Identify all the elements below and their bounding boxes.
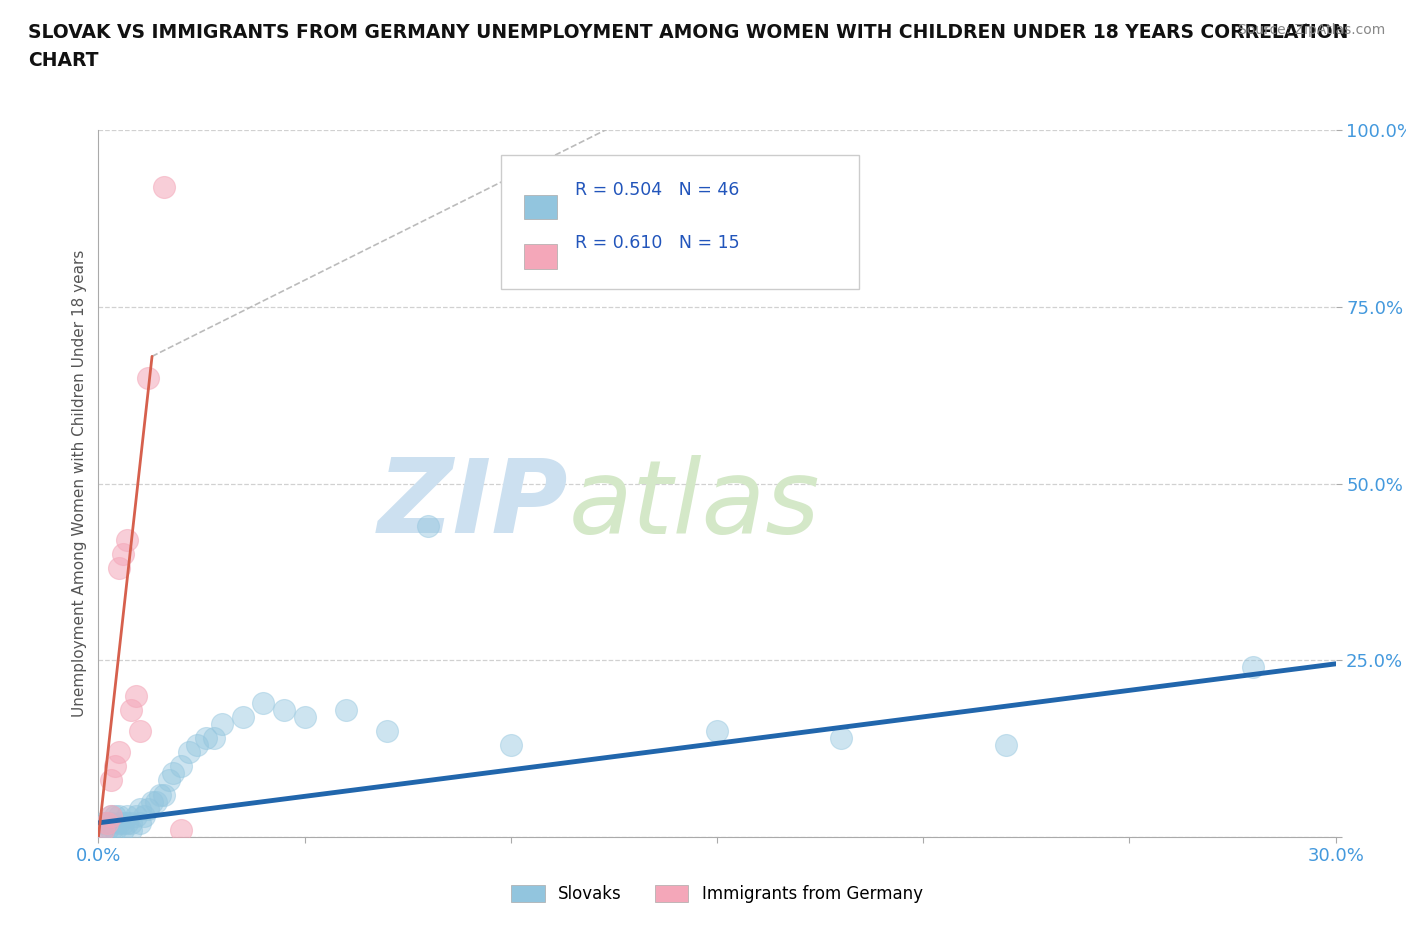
Point (186, 737, 208, 752)
FancyBboxPatch shape (524, 245, 557, 269)
Point (335, 702, 357, 717)
Point (104, 822, 127, 837)
Point (232, 710, 254, 724)
Point (499, 737, 522, 752)
Point (91, 822, 114, 837)
Point (124, 688, 146, 703)
Point (136, 802, 159, 817)
Point (273, 702, 295, 717)
Y-axis label: Unemployment Among Women with Children Under 18 years: Unemployment Among Women with Children U… (72, 250, 87, 717)
Point (91, 816, 114, 830)
Point (117, 533, 139, 548)
Text: R = 0.610   N = 15: R = 0.610 N = 15 (575, 234, 740, 252)
Point (294, 710, 316, 724)
Point (112, 547, 135, 562)
Point (120, 822, 142, 837)
Point (117, 808, 139, 823)
Point (108, 745, 131, 760)
Point (153, 179, 176, 194)
Point (128, 724, 150, 738)
Text: atlas: atlas (568, 455, 820, 555)
Point (108, 808, 131, 823)
Point (375, 724, 398, 738)
Point (132, 808, 155, 823)
Point (96, 816, 118, 830)
Point (100, 808, 122, 823)
Point (145, 794, 167, 809)
Point (170, 822, 193, 837)
Point (162, 766, 184, 781)
Point (100, 822, 122, 837)
Point (252, 696, 274, 711)
Point (141, 794, 163, 809)
Point (91, 822, 114, 837)
Point (96, 816, 118, 830)
Point (179, 745, 201, 760)
Point (128, 802, 150, 817)
Point (104, 759, 127, 774)
Text: SLOVAK VS IMMIGRANTS FROM GERMANY UNEMPLOYMENT AMONG WOMEN WITH CHILDREN UNDER 1: SLOVAK VS IMMIGRANTS FROM GERMANY UNEMPL… (28, 23, 1348, 42)
Point (117, 816, 139, 830)
Point (1241, 660, 1264, 675)
Point (418, 519, 440, 534)
Point (202, 731, 225, 746)
Point (100, 773, 122, 788)
Point (194, 731, 217, 746)
Point (157, 773, 180, 788)
Point (120, 702, 142, 717)
Point (128, 816, 150, 830)
Point (136, 370, 159, 385)
Text: CHART: CHART (28, 51, 98, 70)
Text: ZIP: ZIP (378, 454, 568, 555)
Point (830, 731, 852, 746)
FancyBboxPatch shape (501, 155, 859, 289)
Legend: Slovaks, Immigrants from Germany: Slovaks, Immigrants from Germany (505, 879, 929, 910)
Point (153, 787, 176, 802)
Text: R = 0.504   N = 46: R = 0.504 N = 46 (575, 181, 740, 199)
Point (108, 816, 131, 830)
Point (124, 808, 146, 823)
Text: Source: ZipAtlas.com: Source: ZipAtlas.com (1237, 23, 1385, 37)
Point (994, 737, 1017, 752)
Point (120, 816, 142, 830)
Point (108, 561, 131, 576)
Point (100, 808, 122, 823)
Point (149, 787, 172, 802)
Point (170, 759, 193, 774)
Point (112, 816, 135, 830)
Point (211, 716, 233, 731)
FancyBboxPatch shape (524, 195, 557, 219)
Point (706, 724, 728, 738)
Point (100, 816, 122, 830)
Point (96, 822, 118, 837)
Point (112, 822, 135, 837)
Point (104, 808, 127, 823)
